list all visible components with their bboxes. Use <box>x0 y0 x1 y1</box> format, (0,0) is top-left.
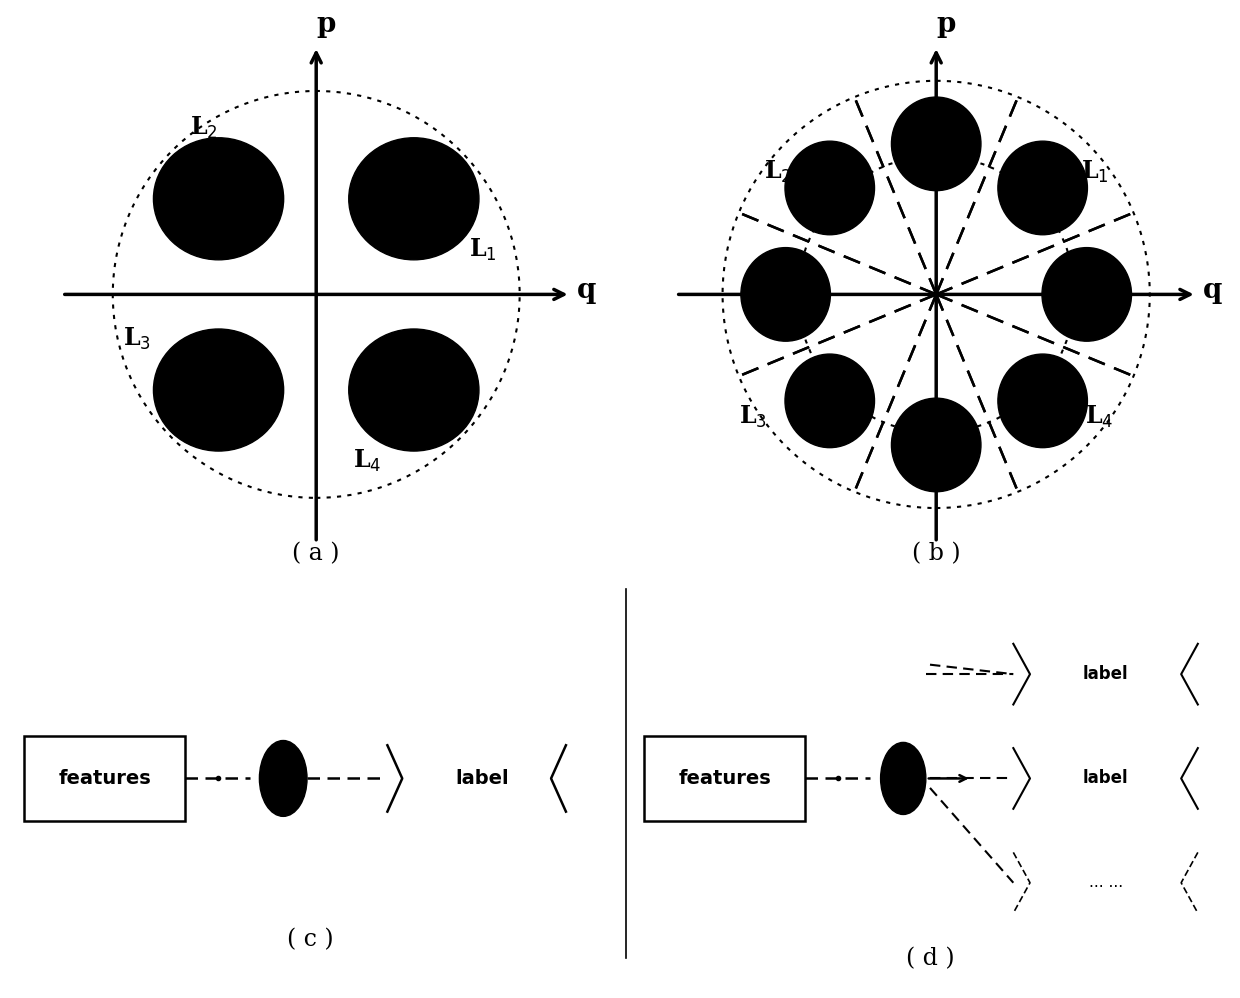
Ellipse shape <box>348 329 479 451</box>
Ellipse shape <box>154 329 284 451</box>
Text: L$_4$: L$_4$ <box>1085 403 1114 429</box>
Ellipse shape <box>785 141 874 235</box>
Text: label: label <box>456 768 510 788</box>
Bar <box>645 736 805 821</box>
Text: label: label <box>1083 665 1128 684</box>
Ellipse shape <box>998 354 1087 448</box>
Text: L$_1$: L$_1$ <box>469 237 497 262</box>
Text: label: label <box>1083 769 1128 787</box>
Text: features: features <box>58 768 151 788</box>
Text: L$_1$: L$_1$ <box>1081 160 1109 186</box>
Ellipse shape <box>154 138 284 259</box>
Text: q: q <box>577 276 596 303</box>
Ellipse shape <box>998 141 1087 235</box>
Text: q: q <box>1203 276 1223 303</box>
Text: L$_3$: L$_3$ <box>123 326 151 352</box>
Text: p: p <box>316 11 336 38</box>
Text: L$_3$: L$_3$ <box>739 403 768 429</box>
Text: ( a ): ( a ) <box>293 543 340 566</box>
Ellipse shape <box>1042 248 1132 341</box>
Text: features: features <box>678 768 771 788</box>
Ellipse shape <box>348 138 479 259</box>
Ellipse shape <box>892 97 981 191</box>
Bar <box>25 736 185 821</box>
Text: L$_4$: L$_4$ <box>353 448 381 474</box>
Ellipse shape <box>892 398 981 492</box>
Text: L$_2$: L$_2$ <box>764 160 791 186</box>
Circle shape <box>259 741 308 816</box>
Text: L$_2$: L$_2$ <box>191 115 218 141</box>
Text: p: p <box>936 11 956 38</box>
Ellipse shape <box>740 248 831 341</box>
Circle shape <box>880 743 926 814</box>
Text: ( d ): ( d ) <box>905 947 955 970</box>
Ellipse shape <box>785 354 874 448</box>
Text: ... ...: ... ... <box>1089 875 1122 890</box>
Text: ( b ): ( b ) <box>911 543 961 566</box>
Text: ( c ): ( c ) <box>286 928 334 951</box>
